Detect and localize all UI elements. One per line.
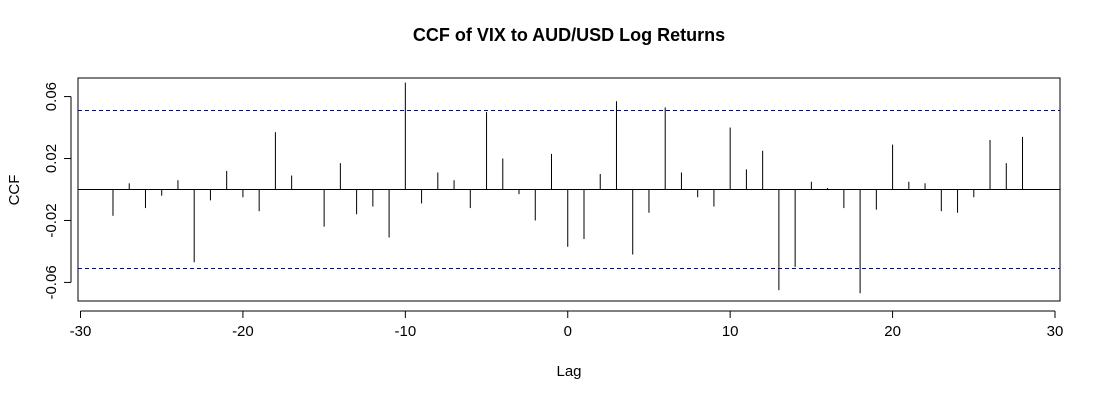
x-tick-label: -20: [232, 323, 254, 340]
y-tick-label: 0.06: [43, 82, 60, 111]
x-tick-label: -30: [70, 323, 92, 340]
y-tick-label: -0.02: [43, 203, 60, 237]
y-tick-label: 0.02: [43, 144, 60, 173]
x-axis-title: Lag: [556, 363, 581, 380]
chart-marks: -30 -20 -10 0 10 20 30 -0.06 -0.02 0.02 0.06: [43, 82, 1063, 340]
x-tick-label: 20: [884, 323, 901, 340]
y-tick-label: -0.06: [43, 265, 60, 299]
x-tick-label: 10: [722, 323, 739, 340]
x-tick-label: 30: [1047, 323, 1064, 340]
y-axis-title: CCF: [6, 175, 23, 206]
chart-title: CCF of VIX to AUD/USD Log Returns: [413, 25, 725, 45]
x-tick-label: 0: [564, 323, 572, 340]
x-tick-label: -10: [394, 323, 416, 340]
